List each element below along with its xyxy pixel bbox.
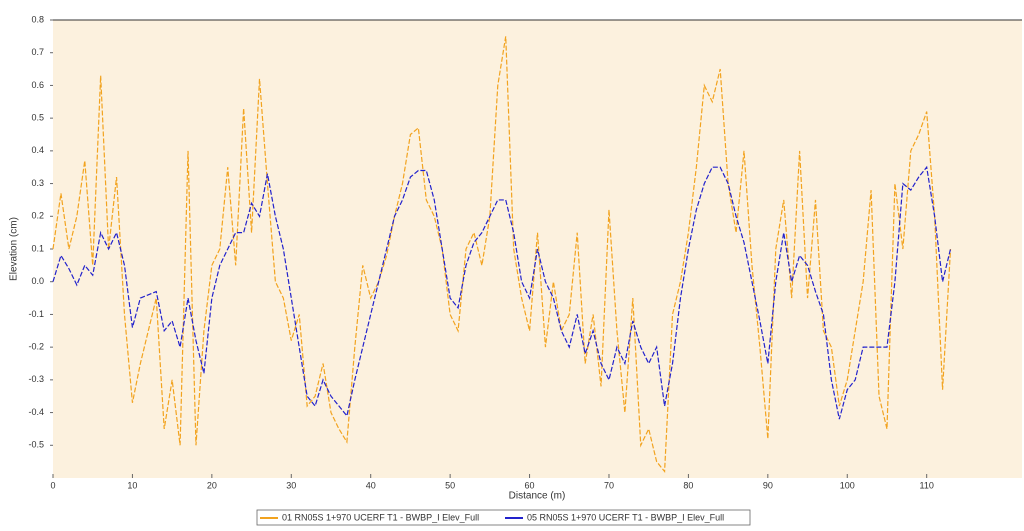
y-tick-label: 0.1 — [31, 243, 44, 253]
y-tick-label: 0.0 — [31, 276, 44, 286]
y-tick-label: 0.8 — [31, 14, 44, 24]
series-line — [52, 36, 952, 474]
x-tick-label: 10 — [127, 480, 137, 490]
legend-box — [256, 509, 751, 526]
y-tick-label: 0.6 — [31, 80, 44, 90]
y-tick-label: 0.5 — [31, 113, 44, 123]
x-tick-label: 110 — [920, 480, 934, 490]
y-tick-label: -0.1 — [28, 309, 44, 319]
y-tick-label: 0.4 — [31, 145, 44, 155]
x-tick-label: 40 — [366, 480, 376, 490]
x-tick-label: 70 — [604, 480, 614, 490]
x-tick-label: 0 — [50, 480, 55, 490]
x-tick-label: 100 — [840, 480, 855, 490]
y-tick-label: 0.7 — [31, 47, 44, 57]
x-tick-label: 60 — [525, 480, 535, 490]
x-axis-title: Distance (m) — [509, 491, 566, 502]
series-line — [52, 165, 952, 420]
y-tick-label: 0.2 — [31, 211, 44, 221]
y-tick-label: -0.5 — [28, 440, 44, 450]
legend-text: 05 RN05S 1+970 UCERF T1 - BWBP_I Elev_Fu… — [527, 512, 724, 522]
y-axis-title: Elevation (cm) — [9, 217, 20, 281]
y-tick-label: -0.4 — [28, 407, 44, 417]
x-tick-label: 80 — [683, 480, 693, 490]
y-tick-label: -0.2 — [28, 342, 44, 352]
y-tick-label: 0.3 — [31, 178, 44, 188]
x-tick-label: 30 — [286, 480, 296, 490]
x-tick-label: 90 — [763, 480, 773, 490]
x-tick-label: 20 — [207, 480, 217, 490]
x-tick-label: 50 — [445, 480, 455, 490]
y-tick-label: -0.3 — [28, 374, 44, 384]
legend-text: 01 RN05S 1+970 UCERF T1 - BWBP_I Elev_Fu… — [282, 512, 479, 522]
